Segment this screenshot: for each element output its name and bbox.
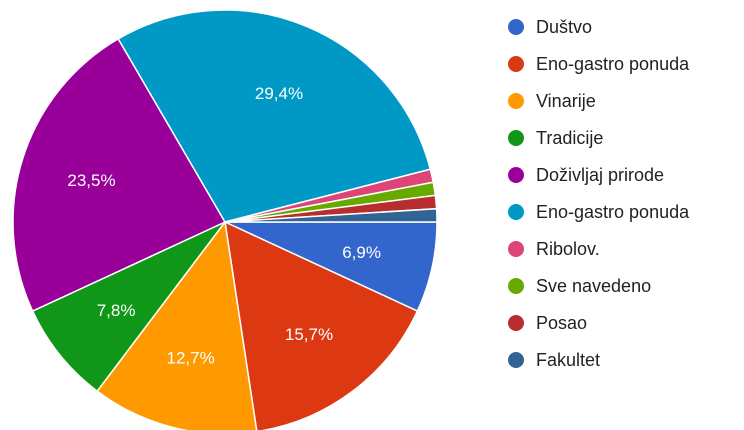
- legend-swatch: [508, 93, 524, 109]
- legend-swatch: [508, 241, 524, 257]
- legend-swatch: [508, 278, 524, 294]
- legend-swatch: [508, 315, 524, 331]
- legend-label: Eno-gastro ponuda: [536, 54, 690, 74]
- pie-slices: [12, 9, 438, 430]
- slice-value-label: 7,8%: [97, 301, 136, 320]
- legend-swatch: [508, 130, 524, 146]
- pie-slice-eno-gastro-ponuda-5: [117, 9, 432, 223]
- legend-label: Doživljaj prirode: [536, 165, 664, 185]
- legend-label: Tradicije: [536, 128, 603, 148]
- legend: Duštvo Eno-gastro ponuda Vinarije Tradicije…: [508, 17, 690, 370]
- pie-slice-vinarije-2: [96, 220, 258, 430]
- legend-label: Sve navedeno: [536, 276, 651, 296]
- legend-swatch: [508, 19, 524, 35]
- slice-value-label: 23,5%: [67, 171, 115, 190]
- legend-swatch: [508, 167, 524, 183]
- legend-swatch: [508, 352, 524, 368]
- pie-slice-labels: 6,9% 15,7% 12,7% 7,8% 23,5% 29,4%: [67, 84, 381, 368]
- legend-label: Ribolov.: [536, 239, 600, 259]
- legend-swatch: [508, 204, 524, 220]
- pie-slice-dozivljaj-prirode-4: [12, 37, 227, 313]
- slice-value-label: 6,9%: [342, 243, 381, 262]
- slice-value-label: 15,7%: [285, 325, 333, 344]
- legend-label: Posao: [536, 313, 587, 333]
- legend-swatch: [508, 56, 524, 72]
- legend-label: Duštvo: [536, 17, 592, 37]
- slice-value-label: 12,7%: [166, 349, 214, 368]
- legend-label: Fakultet: [536, 350, 600, 370]
- slice-value-label: 29,4%: [255, 84, 303, 103]
- legend-label: Eno-gastro ponuda: [536, 202, 690, 222]
- pie-slice-fakultet-9: [224, 207, 438, 223]
- pie-slice-tradicije-3: [31, 221, 226, 393]
- pie-slice-eno-gastro-ponuda-1: [224, 220, 419, 430]
- legend-label: Vinarije: [536, 91, 596, 111]
